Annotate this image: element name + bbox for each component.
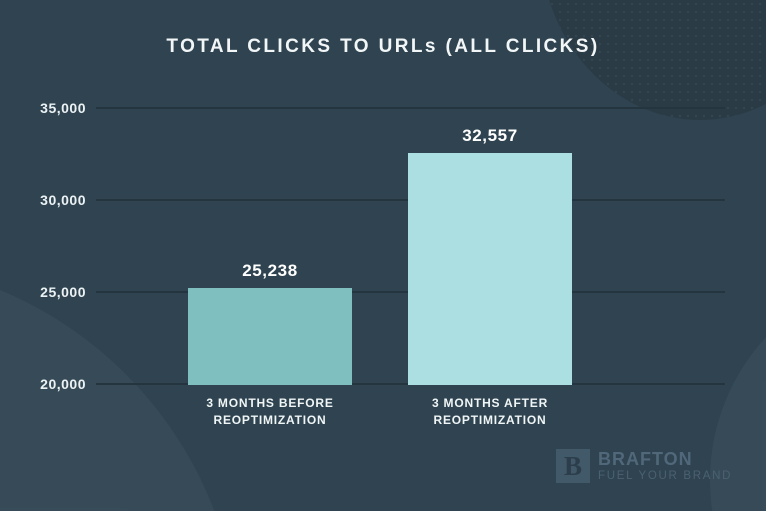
x-category-line: REOPTIMIZATION (213, 413, 327, 427)
x-category-label-before: 3 MONTHS BEFORE REOPTIMIZATION (150, 395, 390, 429)
bar-before-reoptimization: 25,238 (188, 261, 352, 385)
x-category-line: 3 MONTHS AFTER (431, 396, 549, 410)
y-tick-label: 20,000 (40, 376, 86, 392)
logo-mark-letter: B (563, 450, 582, 481)
y-tick-label: 25,000 (40, 284, 86, 300)
brand-name: BRAFTON (598, 448, 693, 469)
plot-area: 35,000 30,000 25,000 20,000 25,238 32,55… (40, 100, 725, 427)
bar-value-label: 32,557 (462, 126, 518, 145)
brafton-logo-mark-icon: B (556, 449, 590, 483)
brafton-logo-text: BRAFTON FUEL YOUR BRAND (598, 450, 732, 483)
y-tick-label: 30,000 (40, 192, 86, 208)
bar-after-reoptimization: 32,557 (408, 126, 572, 385)
brafton-logo: B BRAFTON FUEL YOUR BRAND (556, 449, 732, 483)
x-category-line: REOPTIMIZATION (433, 413, 547, 427)
brand-tagline: FUEL YOUR BRAND (598, 469, 733, 482)
bar-value-label: 25,238 (242, 261, 298, 280)
dotted-circle-decoration (540, 0, 766, 120)
gridline-35000: 35,000 (40, 100, 725, 116)
chart-title: TOTAL CLICKS TO URLs (ALL CLICKS) (166, 36, 600, 57)
y-tick-label: 35,000 (40, 100, 86, 116)
x-category-line: 3 MONTHS BEFORE (206, 396, 334, 410)
x-category-label-after: 3 MONTHS AFTER REOPTIMIZATION (370, 395, 610, 429)
